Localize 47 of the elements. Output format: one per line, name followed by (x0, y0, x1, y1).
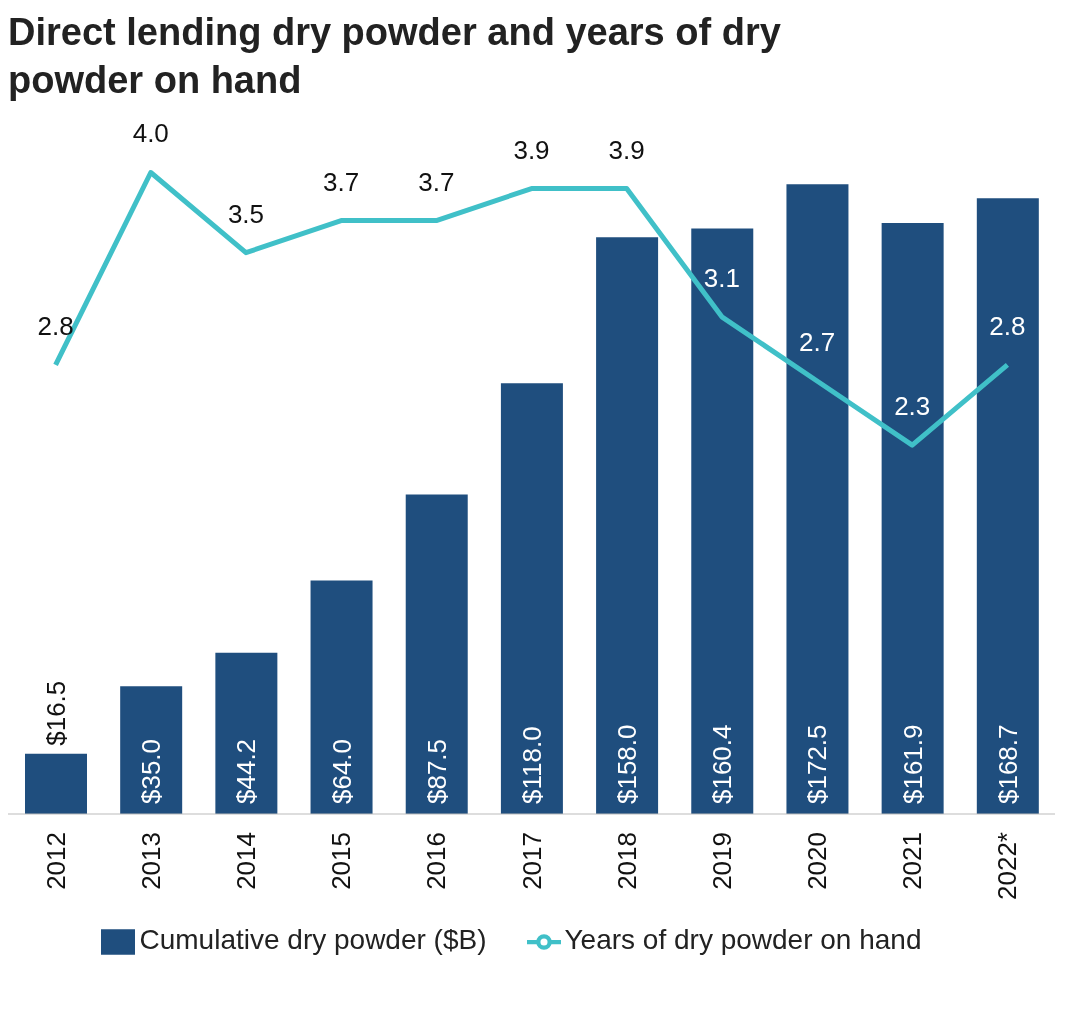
bar (310, 580, 373, 814)
x-tick-label: 2015 (326, 832, 357, 890)
x-tick-label: 2017 (516, 832, 547, 890)
data-label: $168.7 (992, 724, 1023, 804)
data-label: $16.5 (41, 680, 71, 746)
data-label: $161.9 (897, 724, 928, 804)
data-label: $172.5 (802, 724, 833, 804)
bar (500, 383, 563, 814)
x-tick-label: 2021 (897, 832, 928, 890)
bar (405, 494, 468, 814)
x-tick-label: 2016 (421, 832, 452, 890)
x-tick-label: 2019 (706, 832, 737, 890)
data-label: 2.8 (989, 310, 1026, 341)
data-label: 3.5 (227, 198, 265, 229)
bar (786, 184, 849, 814)
x-tick-label: 2014 (230, 832, 261, 890)
data-label: 3.9 (608, 134, 645, 165)
data-label: $44.2 (231, 738, 262, 804)
data-label: 2.3 (894, 391, 931, 422)
x-tick-label: 2020 (802, 832, 833, 890)
data-label: 4.0 (132, 118, 169, 149)
bar (976, 198, 1039, 814)
data-label: 3.1 (703, 262, 740, 293)
x-tick-label: 2022* (992, 832, 1023, 900)
data-label: $35.0 (136, 738, 167, 804)
data-label: 3.7 (323, 166, 360, 197)
data-label: $160.4 (707, 724, 738, 804)
data-label: 2.7 (798, 326, 836, 357)
x-tick-label: 2012 (40, 832, 71, 890)
data-label: $64.0 (326, 738, 357, 804)
legend-label: Cumulative dry powder ($B) (139, 924, 487, 955)
x-tick-label: 2013 (135, 832, 166, 890)
legend-label: Years of dry powder on hand (564, 924, 922, 955)
bar (596, 237, 659, 814)
data-label: 2.8 (37, 310, 74, 341)
data-label: 3.7 (418, 166, 455, 197)
data-label: $158.0 (612, 724, 643, 804)
bar (25, 753, 87, 814)
chart-title: Direct lending dry powder and years of dry powder on hand (8, 10, 782, 103)
data-label: 3.9 (513, 134, 550, 165)
bar (881, 223, 944, 814)
data-label: $118.0 (516, 726, 547, 804)
bar (215, 652, 278, 814)
bar (120, 686, 183, 814)
data-label: $87.5 (421, 738, 452, 804)
bar (691, 228, 754, 814)
x-tick-label: 2018 (611, 832, 642, 890)
